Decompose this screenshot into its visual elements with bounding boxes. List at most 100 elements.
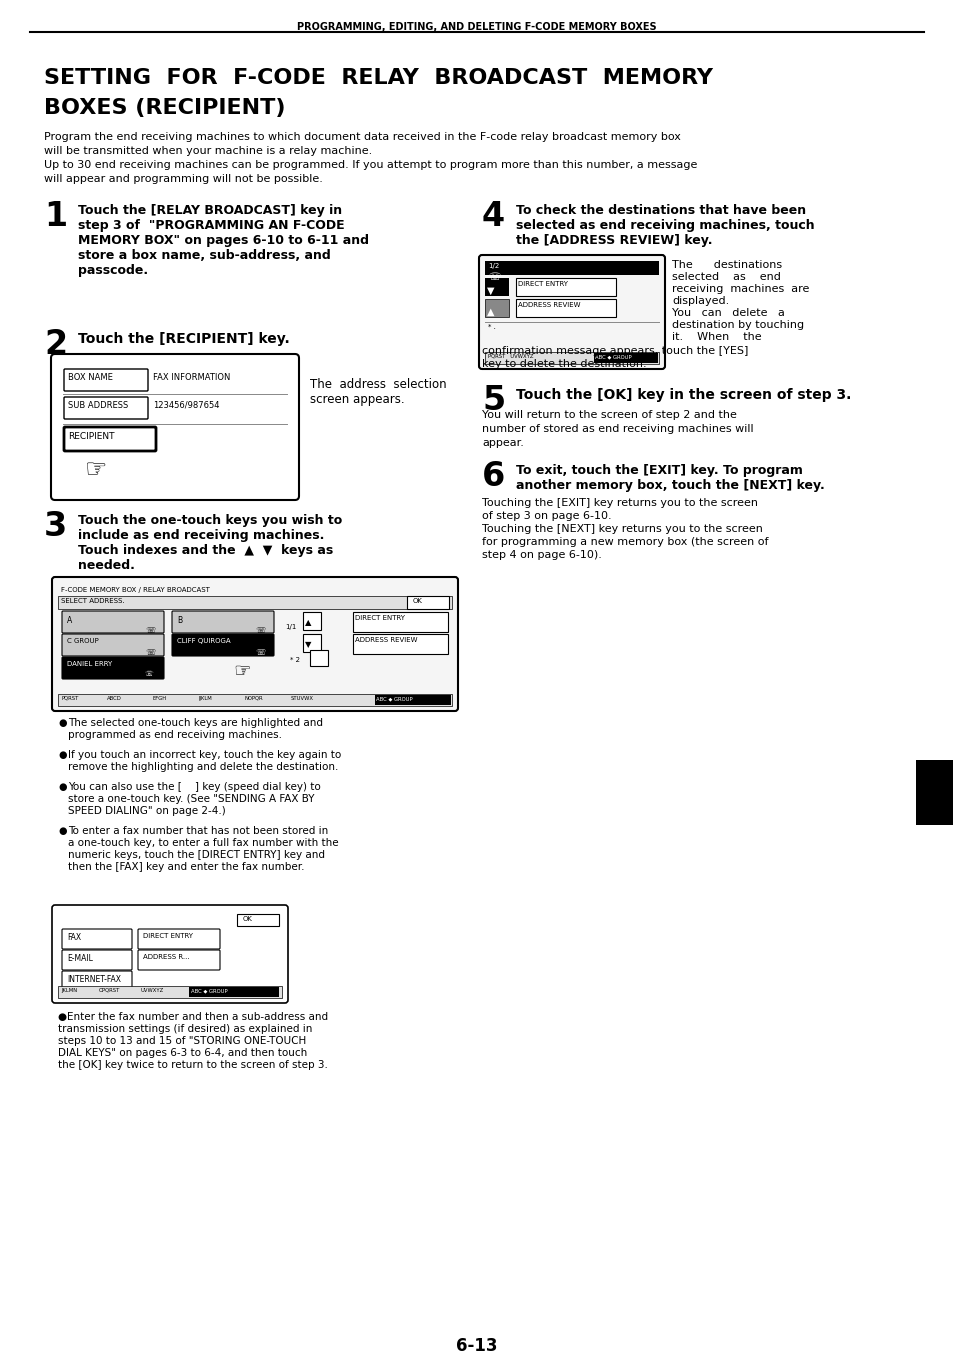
Text: appear.: appear. xyxy=(481,438,523,449)
Bar xyxy=(516,278,616,296)
Text: CLIFF QUIROGA: CLIFF QUIROGA xyxy=(177,638,231,644)
Text: transmission settings (if desired) as explained in: transmission settings (if desired) as ex… xyxy=(58,1024,312,1034)
Text: 6-13: 6-13 xyxy=(456,1337,497,1351)
Text: ●: ● xyxy=(58,782,67,792)
Text: screen appears.: screen appears. xyxy=(310,393,404,407)
Text: the [ADDRESS REVIEW] key.: the [ADDRESS REVIEW] key. xyxy=(516,234,712,247)
Bar xyxy=(915,761,953,825)
Bar xyxy=(303,612,320,630)
Text: 6: 6 xyxy=(923,717,944,747)
Bar xyxy=(484,261,659,276)
Text: 1: 1 xyxy=(44,200,67,232)
Text: DIRECT ENTRY: DIRECT ENTRY xyxy=(517,281,567,286)
FancyBboxPatch shape xyxy=(64,427,156,451)
Text: To check the destinations that have been: To check the destinations that have been xyxy=(516,204,805,218)
Text: You will return to the screen of step 2 and the: You will return to the screen of step 2 … xyxy=(481,409,736,420)
Text: A: A xyxy=(67,616,72,626)
Text: PQRST: PQRST xyxy=(61,696,78,701)
Text: DIRECT ENTRY: DIRECT ENTRY xyxy=(143,934,193,939)
Text: include as end receiving machines.: include as end receiving machines. xyxy=(78,530,324,542)
Text: UVWXYZ: UVWXYZ xyxy=(141,988,164,993)
Bar xyxy=(484,299,509,317)
Text: ☞: ☞ xyxy=(233,662,251,681)
Text: ☏: ☏ xyxy=(145,626,155,635)
Text: The selected one-touch keys are highlighted and: The selected one-touch keys are highligh… xyxy=(68,717,323,728)
Text: 4: 4 xyxy=(481,200,504,232)
Text: Touching the [NEXT] key returns you to the screen: Touching the [NEXT] key returns you to t… xyxy=(481,524,762,534)
Text: OK: OK xyxy=(413,598,422,604)
Bar xyxy=(58,986,282,998)
Text: ADDRESS REVIEW: ADDRESS REVIEW xyxy=(517,303,579,308)
FancyBboxPatch shape xyxy=(138,950,220,970)
Text: 5: 5 xyxy=(481,384,505,417)
Text: ADDRESS REVIEW: ADDRESS REVIEW xyxy=(355,638,417,643)
Text: step 4 on page 6-10).: step 4 on page 6-10). xyxy=(481,550,601,561)
Bar xyxy=(516,299,616,317)
Text: DANIEL ERRY: DANIEL ERRY xyxy=(67,661,112,667)
Text: DIRECT ENTRY: DIRECT ENTRY xyxy=(355,615,405,621)
Bar xyxy=(484,278,509,296)
Text: a one-touch key, to enter a full fax number with the: a one-touch key, to enter a full fax num… xyxy=(68,838,338,848)
Bar xyxy=(303,634,320,653)
Bar xyxy=(58,694,452,707)
Text: programmed as end receiving machines.: programmed as end receiving machines. xyxy=(68,730,282,740)
Text: RECIPIENT: RECIPIENT xyxy=(68,432,114,440)
Text: Up to 30 end receiving machines can be programmed. If you attempt to program mor: Up to 30 end receiving machines can be p… xyxy=(44,159,697,170)
Text: ▼: ▼ xyxy=(305,640,312,648)
Text: EFGH: EFGH xyxy=(152,696,167,701)
FancyBboxPatch shape xyxy=(51,354,298,500)
Text: ▲: ▲ xyxy=(305,617,312,627)
Text: 3: 3 xyxy=(44,509,67,543)
Bar xyxy=(407,596,449,609)
Text: store a box name, sub-address, and: store a box name, sub-address, and xyxy=(78,249,331,262)
Text: ●Enter the fax number and then a sub-address and: ●Enter the fax number and then a sub-add… xyxy=(58,1012,328,1021)
Text: Touch indexes and the  ▲  ▼  keys as: Touch indexes and the ▲ ▼ keys as xyxy=(78,544,333,557)
Text: another memory box, touch the [NEXT] key.: another memory box, touch the [NEXT] key… xyxy=(516,480,824,492)
Text: STUVWX: STUVWX xyxy=(291,696,314,701)
Text: 123456/987654: 123456/987654 xyxy=(152,401,219,409)
Text: 1/1: 1/1 xyxy=(285,624,296,630)
Text: Touching the [EXIT] key returns you to the screen: Touching the [EXIT] key returns you to t… xyxy=(481,499,758,508)
Bar xyxy=(375,694,451,705)
Text: confirmation message appears, touch the [YES]: confirmation message appears, touch the … xyxy=(481,346,747,357)
Bar xyxy=(58,596,452,609)
Text: The  address  selection: The address selection xyxy=(310,378,446,390)
Text: ☏: ☏ xyxy=(145,671,153,677)
Text: passcode.: passcode. xyxy=(78,263,148,277)
Text: ☏: ☏ xyxy=(254,648,265,657)
Text: receiving  machines  are: receiving machines are xyxy=(671,284,808,295)
Text: E-MAIL: E-MAIL xyxy=(67,954,92,963)
Text: Touch the [RELAY BROADCAST] key in: Touch the [RELAY BROADCAST] key in xyxy=(78,204,342,218)
FancyBboxPatch shape xyxy=(138,929,220,948)
Text: B: B xyxy=(177,616,182,626)
Text: ABC ◆ GROUP: ABC ◆ GROUP xyxy=(375,696,413,701)
Text: C GROUP: C GROUP xyxy=(67,638,99,644)
Text: To exit, touch the [EXIT] key. To program: To exit, touch the [EXIT] key. To progra… xyxy=(516,463,802,477)
Text: FAX: FAX xyxy=(67,934,81,942)
FancyBboxPatch shape xyxy=(52,905,288,1002)
Text: selected as end receiving machines, touch: selected as end receiving machines, touc… xyxy=(516,219,814,232)
Text: BOXES (RECIPIENT): BOXES (RECIPIENT) xyxy=(44,99,285,118)
Text: ●: ● xyxy=(58,825,67,836)
FancyBboxPatch shape xyxy=(172,611,274,634)
Text: store a one-touch key. (See "SENDING A FAX BY: store a one-touch key. (See "SENDING A F… xyxy=(68,794,314,804)
Text: step 3 of  "PROGRAMMING AN F-CODE: step 3 of "PROGRAMMING AN F-CODE xyxy=(78,219,344,232)
Text: Program the end receiving machines to which document data received in the F-code: Program the end receiving machines to wh… xyxy=(44,132,680,142)
Bar xyxy=(310,650,328,666)
Text: the [OK] key twice to return to the screen of step 3.: the [OK] key twice to return to the scre… xyxy=(58,1061,328,1070)
Text: OK: OK xyxy=(243,916,253,921)
Text: You   can   delete   a: You can delete a xyxy=(671,308,784,317)
Text: If you touch an incorrect key, touch the key again to: If you touch an incorrect key, touch the… xyxy=(68,750,341,761)
Text: it.    When    the: it. When the xyxy=(671,332,760,342)
Text: ●: ● xyxy=(58,750,67,761)
Text: number of stored as end receiving machines will: number of stored as end receiving machin… xyxy=(481,424,753,434)
Text: key to delete the destination.: key to delete the destination. xyxy=(481,359,646,369)
Text: ABC ◆ GROUP: ABC ◆ GROUP xyxy=(191,988,228,993)
Text: 2: 2 xyxy=(44,328,67,361)
Text: SUB ADDRESS: SUB ADDRESS xyxy=(68,401,128,409)
FancyBboxPatch shape xyxy=(64,369,148,390)
Text: The      destinations: The destinations xyxy=(671,259,781,270)
Text: steps 10 to 13 and 15 of "STORING ONE-TOUCH: steps 10 to 13 and 15 of "STORING ONE-TO… xyxy=(58,1036,306,1046)
Text: You can also use the [    ] key (speed dial key) to: You can also use the [ ] key (speed dial… xyxy=(68,782,320,792)
Text: ☏: ☏ xyxy=(488,272,499,282)
